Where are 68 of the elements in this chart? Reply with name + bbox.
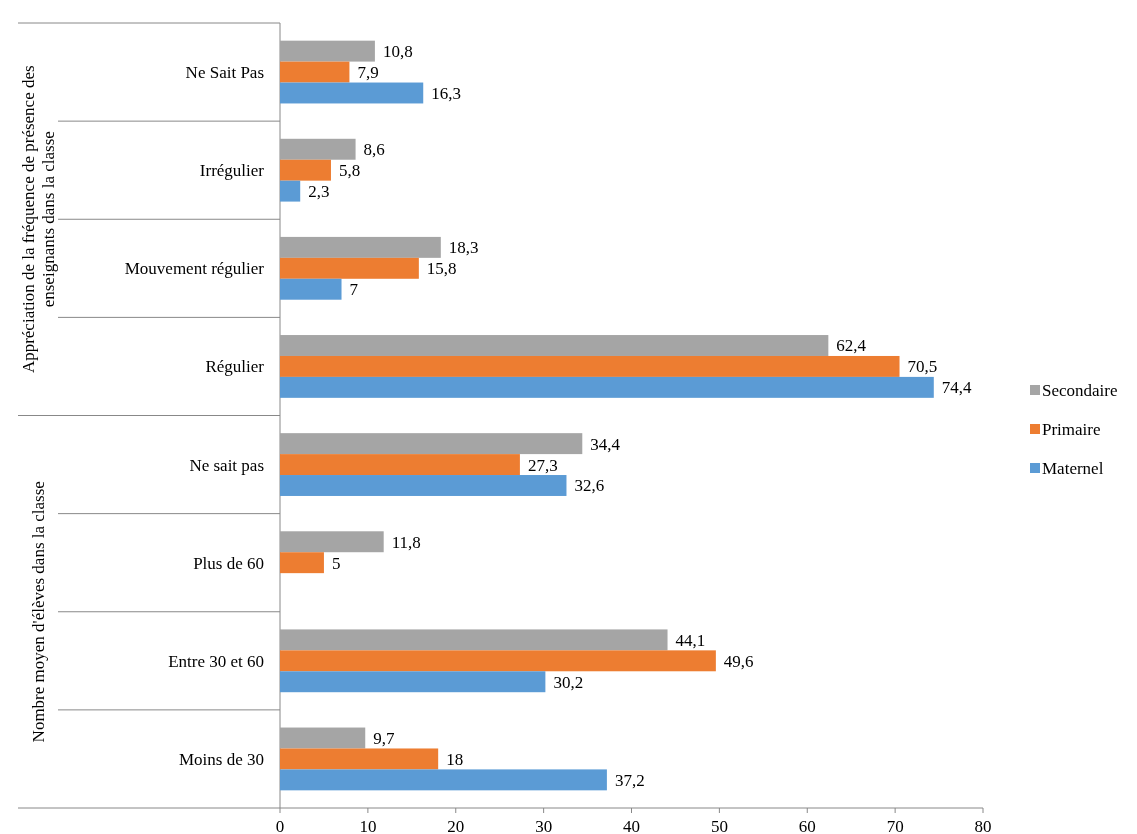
data-label: 10,8 <box>382 42 413 62</box>
y-tick-label: Plus de 60 <box>193 553 264 573</box>
x-tick-label: 50 <box>710 817 728 834</box>
data-label: 9,7 <box>373 728 395 748</box>
x-tick-label: 20 <box>447 817 465 834</box>
data-label: 37,2 <box>614 770 645 790</box>
x-tick-label: 40 <box>623 817 640 834</box>
data-label: 5 <box>331 553 341 573</box>
bar <box>280 552 324 574</box>
y-tick-label: Irrégulier <box>199 161 265 181</box>
y-tick-label: Entre 30 et 60 <box>168 651 264 671</box>
text: Nombre moyen d'élèves dans la classe <box>29 481 48 743</box>
bar <box>280 257 419 279</box>
data-label: 74,4 <box>941 378 973 398</box>
x-tick-label: 60 <box>798 817 816 834</box>
bar <box>280 335 829 356</box>
bar <box>280 671 546 693</box>
bar <box>280 629 668 651</box>
bar <box>280 727 366 749</box>
bar <box>280 138 356 160</box>
data-label: 30,2 <box>553 672 584 692</box>
data-label: 8,6 <box>363 140 385 160</box>
bar <box>280 650 716 672</box>
x-tick-label: 0 <box>275 817 285 834</box>
bar <box>280 475 567 496</box>
bar <box>280 769 607 791</box>
y-tick-label: Mouvement régulier <box>124 259 265 279</box>
bar <box>280 82 424 104</box>
bar <box>280 180 301 202</box>
bar <box>280 40 375 62</box>
data-label: 18 <box>446 749 464 769</box>
data-label: 2,3 <box>308 182 330 202</box>
x-tick-label: 80 <box>974 817 992 834</box>
data-label: 27,3 <box>527 455 558 475</box>
x-tick-label: 30 <box>535 817 553 834</box>
y-tick-label: Régulier <box>205 357 265 377</box>
data-label: 5,8 <box>338 161 361 181</box>
y-tick-label: Moins de 30 <box>179 749 264 769</box>
data-label: 7 <box>349 280 359 300</box>
data-label: 18,3 <box>448 238 479 258</box>
bar <box>280 236 441 258</box>
bar <box>280 278 342 300</box>
data-label: 15,8 <box>426 259 457 279</box>
data-label: 11,8 <box>391 532 421 552</box>
legend-label: Maternel <box>1042 458 1104 478</box>
data-label: 49,6 <box>723 651 754 671</box>
bar <box>280 531 384 553</box>
data-label: 62,4 <box>836 336 867 356</box>
x-tick-label: 70 <box>886 817 904 834</box>
legend-label: Primaire <box>1042 419 1101 439</box>
bar <box>280 748 439 770</box>
data-label: 32,6 <box>574 476 605 496</box>
data-label: 34,4 <box>590 434 621 454</box>
data-label: 70,5 <box>907 357 938 377</box>
bar <box>280 433 583 455</box>
bar <box>280 355 900 377</box>
x-tick-label: 10 <box>359 817 377 834</box>
bar <box>280 376 934 398</box>
data-label: 7,9 <box>357 63 379 83</box>
bar <box>280 61 350 83</box>
data-label: 16,3 <box>431 83 461 103</box>
text: Appréciation de la fréquence de présence des enseignants dans la classe <box>19 65 58 374</box>
legend-label: Secondaire <box>1042 380 1118 400</box>
y-tick-label: Ne Sait Pas <box>185 63 264 83</box>
bar <box>280 159 331 181</box>
bar <box>280 454 520 476</box>
data-label: 44,1 <box>675 630 706 650</box>
y-tick-label: Ne sait pas <box>189 455 264 475</box>
